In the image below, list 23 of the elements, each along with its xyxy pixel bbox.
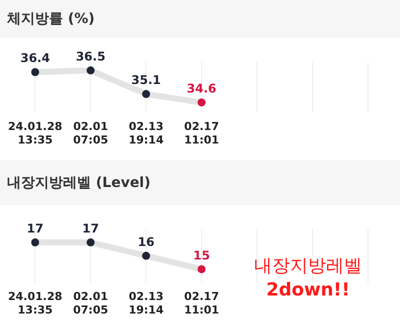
x-tick-label: 02.01 07:05 — [73, 120, 108, 146]
point — [31, 68, 40, 76]
point — [142, 90, 150, 98]
x-tick-label: 02.17 11:01 — [184, 290, 220, 316]
point — [198, 98, 206, 106]
x-tick-label: 02.01 07:05 — [73, 290, 108, 316]
chart-title: 체지방률 (%) — [0, 0, 400, 38]
x-tick-label: 24.01.28 13:35 — [8, 120, 62, 146]
x-tick-label: 02.17 11:01 — [184, 120, 220, 146]
point — [86, 66, 95, 74]
data-label: 17 — [26, 222, 44, 236]
x-tick-label: 02.13 19:14 — [128, 120, 164, 146]
x-tick-label: 24.01.28 13:35 — [8, 290, 62, 316]
data-label: 34.6 — [186, 82, 216, 96]
data-label: 36.5 — [76, 50, 106, 64]
data-label: 36.4 — [20, 51, 50, 66]
chart-title: 내장지방레벨 (Level) — [0, 160, 400, 205]
data-label: 35.1 — [131, 73, 161, 88]
data-label: 15 — [193, 248, 210, 262]
data-label: 16 — [138, 234, 154, 249]
x-tick-label: 02.13 19:14 — [128, 290, 164, 316]
data-label: 17 — [82, 222, 99, 236]
annotation: 내장지방레벨 2down!! — [254, 256, 362, 301]
